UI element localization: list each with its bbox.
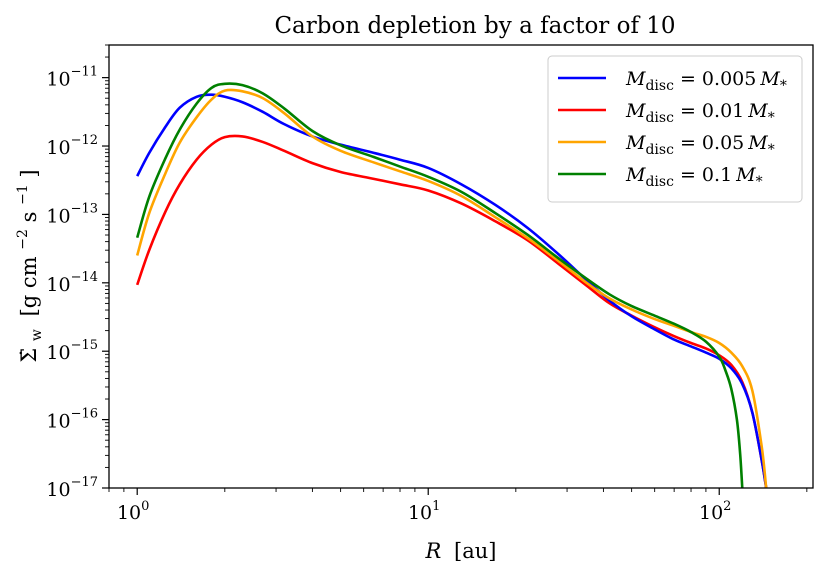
y-tick-label: 10−14 — [46, 270, 98, 296]
y-tick-exp: −15 — [71, 338, 98, 353]
legend: Mdisc = 0.005 M*Mdisc = 0.01 M*Mdisc = 0.0… — [547, 55, 803, 203]
x-axis-title: R [au] — [425, 539, 497, 563]
y-tick-base: 10 — [46, 69, 70, 91]
x-tick-base: 10 — [408, 502, 432, 524]
y-tick-label: 10−12 — [46, 133, 98, 159]
legend-label-sub2: * — [768, 110, 775, 126]
legend-label-sub: disc — [645, 142, 674, 158]
y-axis-unit-post: ] — [17, 169, 41, 177]
y-tick-exp: −14 — [71, 270, 98, 285]
x-axis-unit: [au] — [454, 539, 496, 563]
y-tick-base: 10 — [46, 411, 70, 433]
x-tick-label: 101 — [408, 499, 440, 524]
legend-label-rhs: = 0.005 — [674, 68, 756, 90]
legend-label-0: Mdisc = 0.005 M* — [625, 68, 787, 94]
legend-label-sub2: * — [780, 78, 787, 94]
y-tick-base: 10 — [46, 205, 70, 227]
y-axis-exp1: −2 — [15, 229, 31, 250]
legend-label-sub: disc — [645, 174, 674, 190]
legend-label-rhs: = 0.01 — [674, 100, 744, 122]
legend-label-sym: M — [625, 164, 646, 186]
y-tick-base: 10 — [46, 342, 70, 364]
y-axis-unit-pre: [g cm — [17, 256, 41, 316]
y-tick-exp: −16 — [71, 407, 98, 422]
legend-label-3: Mdisc = 0.1 M* — [625, 164, 763, 190]
y-tick-label: 10−11 — [46, 65, 98, 91]
y-tick-base: 10 — [46, 274, 70, 296]
x-tick-exp: 0 — [141, 499, 149, 514]
series-layer — [135, 82, 768, 488]
y-tick-base: 10 — [46, 479, 70, 501]
legend-label-sym: M — [625, 132, 646, 154]
legend-label-sym: M — [625, 68, 646, 90]
legend-label-sym: M — [625, 100, 646, 122]
x-axis-var: R — [425, 539, 442, 563]
y-axis-symbol: Σ̇ — [17, 348, 41, 363]
chart-title: Carbon depletion by a factor of 10 — [274, 13, 675, 39]
plot-area — [108, 44, 814, 489]
x-axis: 100 101 102 — [108, 488, 808, 524]
y-tick-label: 10−13 — [46, 201, 98, 227]
legend-label-2: Mdisc = 0.05 M* — [625, 132, 775, 158]
y-axis-subscript: w — [29, 329, 45, 341]
legend-label-sub2: * — [768, 142, 775, 158]
y-tick-exp: −11 — [71, 65, 98, 80]
y-tick-exp: −12 — [71, 133, 98, 148]
x-tick-exp: 2 — [723, 499, 731, 514]
legend-label-sym2: M — [735, 164, 756, 186]
legend-label-sym2: M — [759, 68, 780, 90]
legend-frame — [547, 55, 803, 203]
y-tick-exp: −13 — [71, 201, 98, 216]
y-axis-exp2: −1 — [15, 184, 31, 205]
legend-label-sub: disc — [645, 78, 674, 94]
legend-label-rhs: = 0.05 — [674, 132, 744, 154]
x-tick-base: 10 — [699, 502, 723, 524]
plot-frame — [108, 44, 814, 489]
x-tick-label: 100 — [117, 499, 149, 524]
legend-label-sub2: * — [756, 174, 763, 190]
legend-label-sym2: M — [747, 132, 768, 154]
y-axis-unit-mid: s — [17, 212, 41, 223]
legend-label-rhs: = 0.1 — [674, 164, 732, 186]
series-line-3 — [135, 82, 744, 488]
x-tick-base: 10 — [117, 502, 141, 524]
legend-label-sub: disc — [645, 110, 674, 126]
legend-label-1: Mdisc = 0.01 M* — [625, 100, 775, 126]
y-tick-exp: −17 — [71, 475, 98, 490]
legend-label-sym2: M — [747, 100, 768, 122]
y-tick-label: 10−17 — [46, 475, 98, 501]
series-line-0 — [136, 93, 768, 488]
series-line-2 — [135, 88, 768, 488]
y-tick-label: 10−16 — [46, 407, 98, 433]
y-axis-title: Σ̇ w [g cm −2 s −1 ] — [8, 169, 46, 362]
x-tick-label: 102 — [699, 499, 731, 524]
y-tick-label: 10−15 — [46, 338, 98, 364]
x-tick-exp: 1 — [432, 499, 440, 514]
y-tick-base: 10 — [46, 137, 70, 159]
